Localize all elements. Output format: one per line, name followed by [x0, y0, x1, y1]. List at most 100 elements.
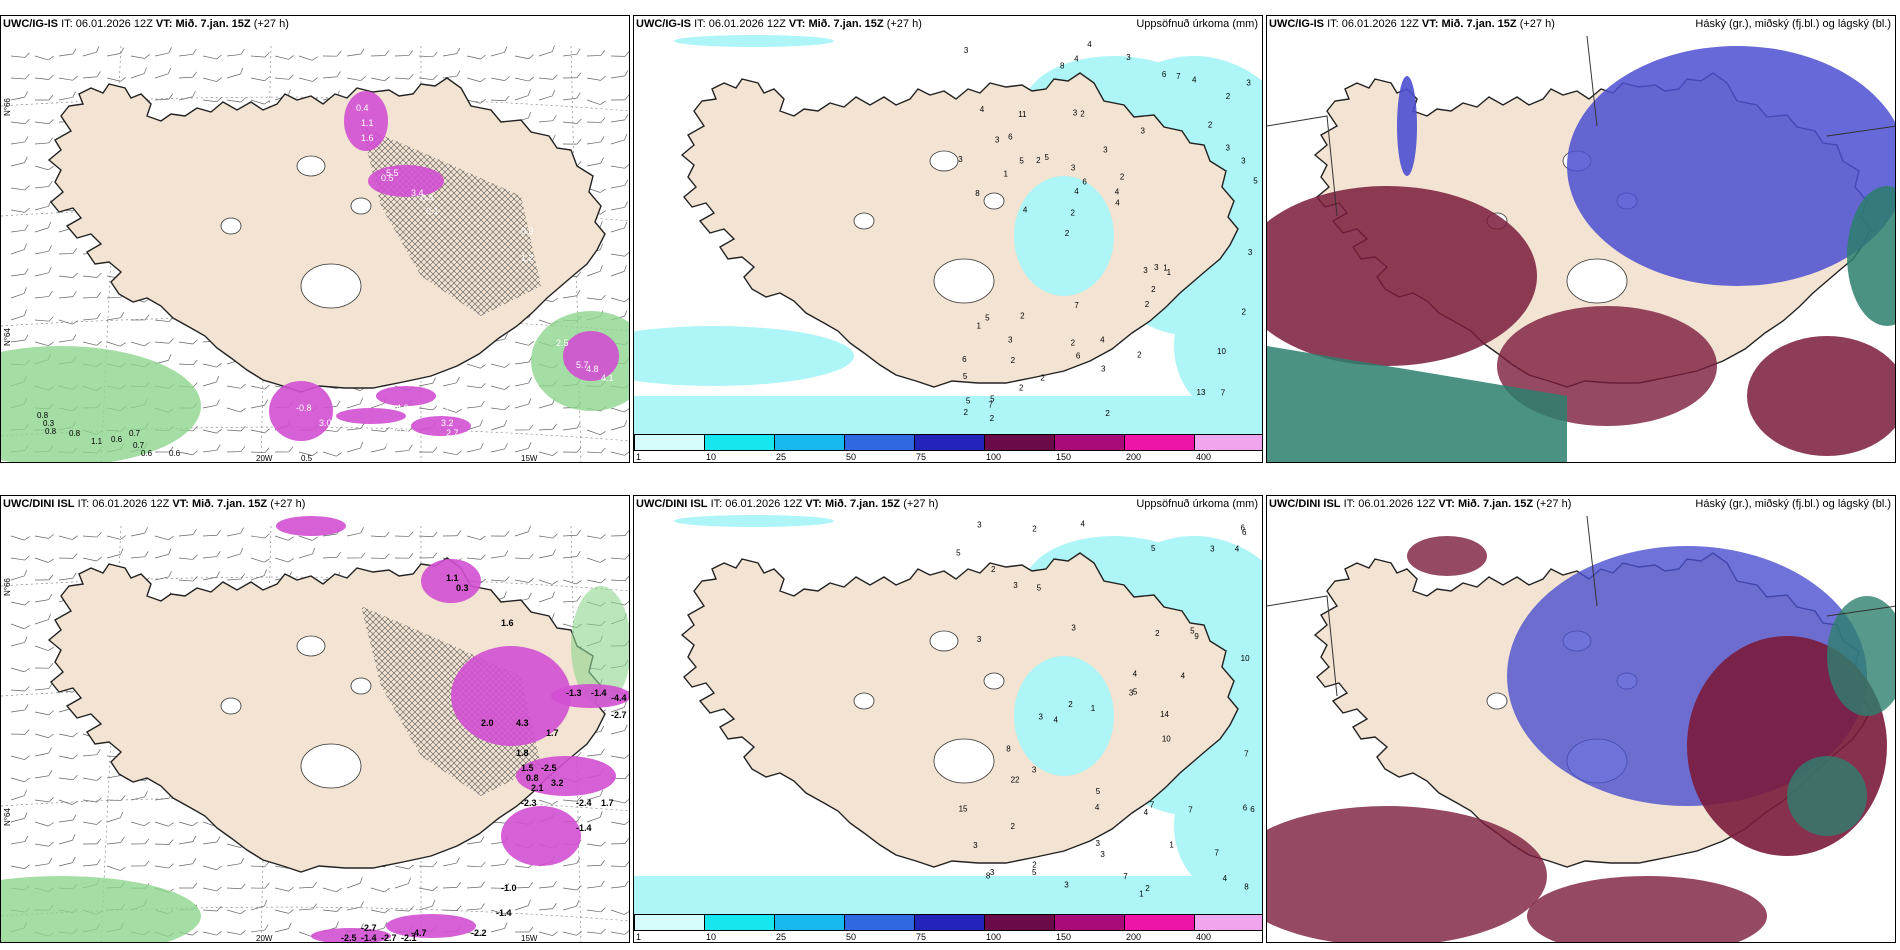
precip-value: 1 — [1091, 704, 1096, 713]
wind-barb — [130, 791, 148, 801]
precip-value: 2 — [1145, 884, 1150, 893]
barb-flag — [456, 450, 462, 456]
precip-value: 7 — [1215, 848, 1220, 857]
barb-flag — [264, 533, 270, 539]
cape-label: 0.8 — [396, 426, 409, 436]
wind-barb — [610, 251, 629, 257]
barb-shaft — [610, 909, 625, 915]
barb-shaft — [562, 295, 577, 299]
wind-barb — [34, 165, 54, 171]
barb-flag — [576, 751, 582, 758]
wind-barb — [610, 133, 628, 145]
barb-flag — [288, 909, 294, 914]
wind-barb — [34, 119, 54, 125]
barb-shaft — [34, 250, 49, 255]
barb-shaft — [586, 141, 601, 145]
barb-shaft — [418, 382, 433, 387]
glacier — [983, 672, 1005, 690]
colorbar-label: 50 — [846, 452, 857, 462]
barb-flag — [264, 52, 270, 58]
barb-flag — [192, 425, 198, 432]
precip-value: 5 — [990, 395, 995, 404]
barb-flag — [551, 591, 555, 598]
colorbar-segment — [984, 434, 1055, 451]
wind-barb — [130, 838, 150, 845]
cape-label: -1.4 — [591, 688, 607, 698]
colorbar-label: 1 — [636, 452, 642, 462]
barb-shaft — [514, 557, 529, 560]
barb-flag — [576, 48, 581, 55]
wind-barb — [394, 531, 414, 537]
barb-flag — [240, 446, 246, 452]
barb-flag — [143, 67, 147, 74]
barb-flag — [24, 777, 30, 783]
wind-barb — [226, 527, 244, 537]
wind-barb — [370, 887, 390, 893]
precip-value: 5 — [1253, 177, 1258, 186]
barb-flag — [576, 595, 581, 602]
precip-value: 22 — [1011, 775, 1020, 784]
barb-flag — [408, 906, 414, 912]
barb-shaft — [346, 906, 361, 911]
barb-flag — [24, 185, 30, 191]
barb-shaft — [250, 77, 265, 82]
wind-barb — [58, 814, 77, 823]
wind-barb — [610, 929, 629, 935]
wind-barb — [226, 407, 246, 413]
precip-shade — [634, 806, 854, 866]
barb-flag — [48, 94, 54, 101]
barb-flag — [264, 899, 268, 907]
barb-flag — [24, 864, 30, 870]
barb-shaft — [586, 885, 601, 889]
barb-flag — [288, 74, 294, 80]
barb-flag — [480, 54, 486, 60]
wind-barb — [10, 156, 28, 167]
cape-label: -0.8 — [296, 403, 312, 413]
wind-barb — [178, 339, 198, 345]
barb-flag — [336, 51, 342, 57]
barb-shaft — [202, 841, 217, 845]
wind-barb — [250, 861, 270, 867]
barb-shaft — [442, 862, 457, 867]
precip-value: 6 — [1250, 805, 1255, 814]
barb-shaft — [610, 407, 625, 413]
barb-shaft — [58, 535, 73, 540]
wind-barb — [250, 384, 270, 390]
wind-barb — [442, 376, 460, 387]
barb-flag — [23, 309, 27, 316]
lat-label: N°66 — [3, 578, 12, 596]
barb-flag — [48, 180, 53, 187]
barb-flag — [624, 407, 629, 413]
barb-shaft — [58, 777, 73, 781]
barb-shaft — [10, 229, 25, 233]
barb-shaft — [442, 75, 457, 79]
barb-flag — [528, 882, 534, 888]
barb-shaft — [538, 428, 553, 431]
barb-flag — [24, 207, 30, 213]
wind-barb — [202, 428, 222, 434]
precip-value: 2 — [1120, 173, 1125, 182]
barb-shaft — [490, 425, 505, 431]
barb-flag — [504, 363, 510, 368]
barb-shaft — [178, 557, 193, 560]
barb-shaft — [538, 51, 553, 57]
barb-shaft — [250, 535, 265, 539]
barb-shaft — [10, 209, 25, 213]
barb-shaft — [10, 339, 25, 343]
barb-flag — [384, 50, 390, 56]
barb-shaft — [154, 98, 169, 101]
barb-flag — [216, 529, 221, 536]
barb-flag — [552, 580, 558, 585]
barb-flag — [480, 535, 486, 540]
colorbar-segment — [1054, 914, 1125, 931]
wind-barb — [58, 91, 77, 101]
wind-barb — [586, 578, 606, 584]
barb-flag — [504, 922, 508, 929]
wind-barb — [466, 903, 485, 911]
barb-flag — [504, 46, 508, 53]
barb-shaft — [514, 447, 529, 453]
barb-flag — [48, 710, 54, 716]
wind-barb — [10, 224, 29, 233]
barb-flag — [72, 800, 78, 805]
wind-barb — [322, 51, 342, 57]
